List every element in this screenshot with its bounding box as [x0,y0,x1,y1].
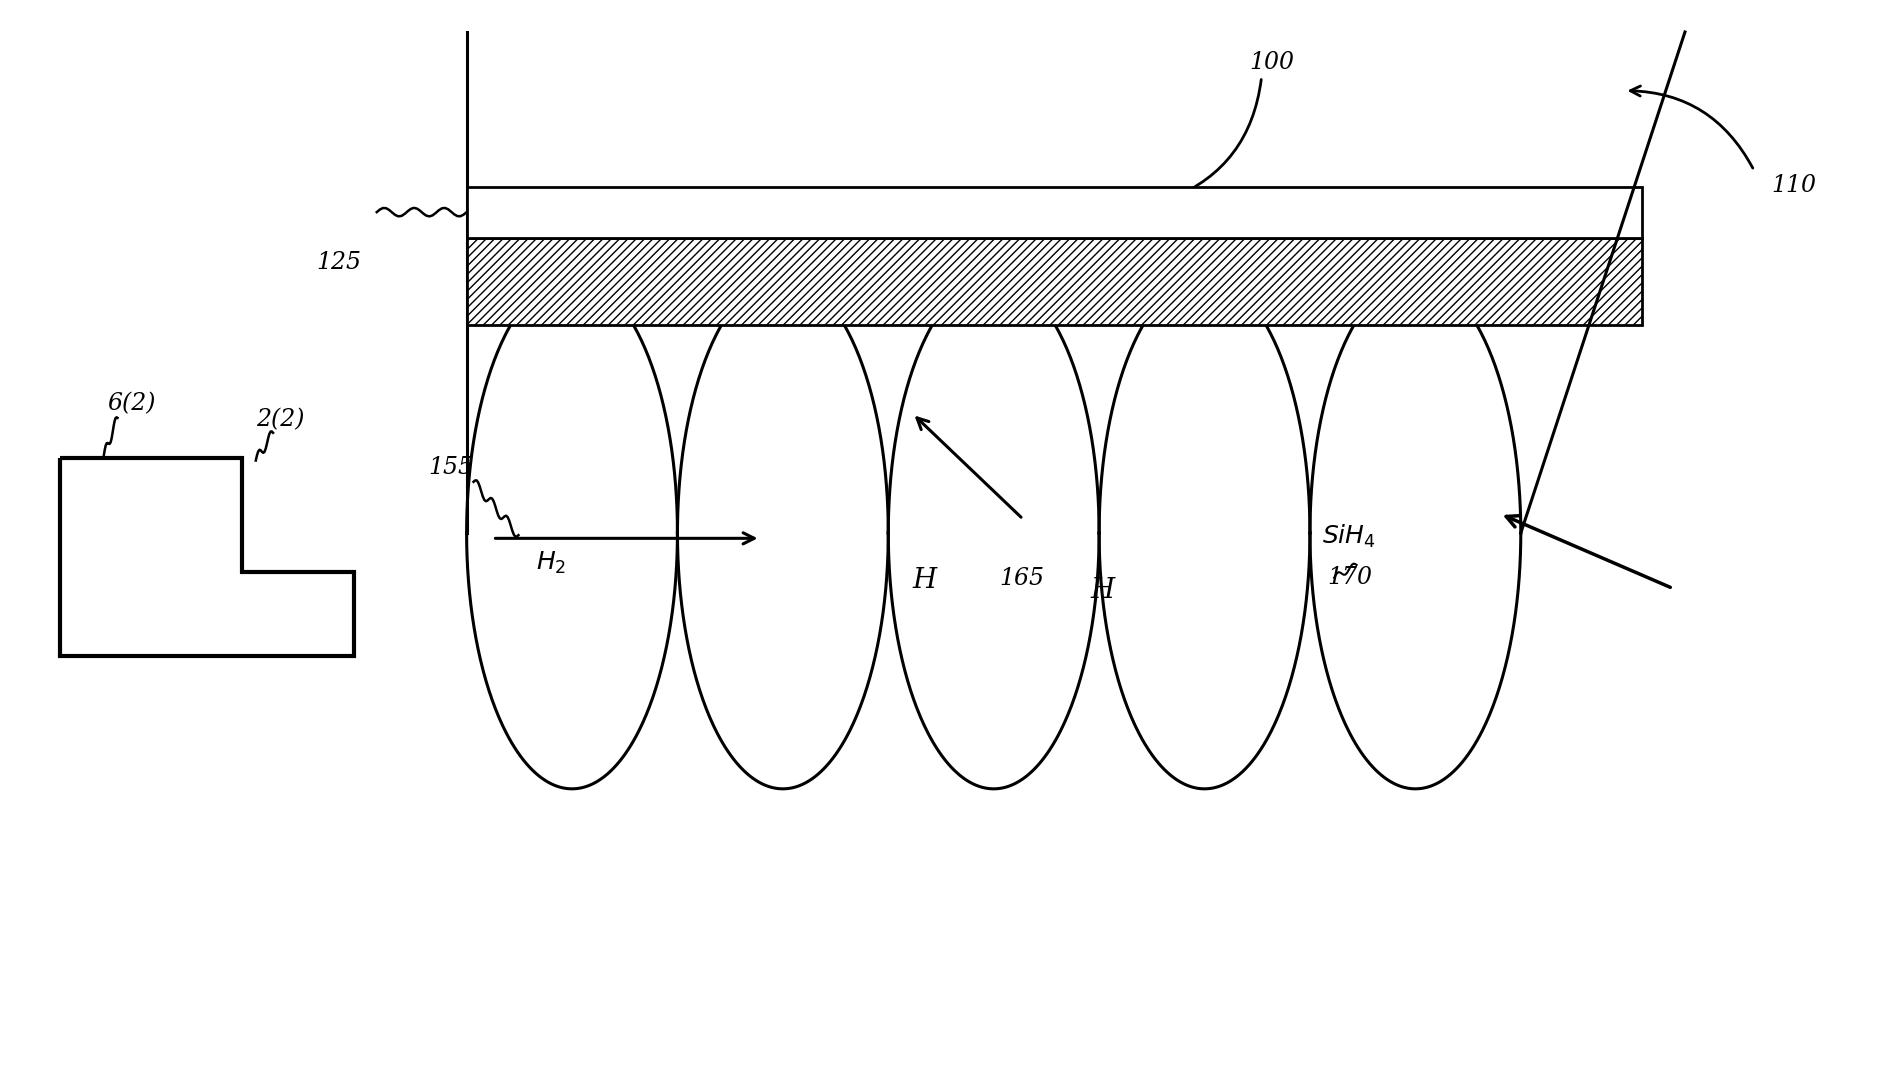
Bar [466,187,1642,238]
Text: $H_2$: $H_2$ [536,550,566,577]
Text: 2(2): 2(2) [257,408,304,432]
Bar [466,238,1642,325]
Text: H: H [912,567,937,595]
Text: $SiH_4$: $SiH_4$ [1321,522,1376,550]
Text: 6(2): 6(2) [106,392,156,416]
Text: 170: 170 [1327,566,1373,589]
Text: 110: 110 [1772,174,1815,197]
Text: 155: 155 [428,456,473,480]
Text: 165: 165 [998,567,1044,591]
Text: 100: 100 [1249,51,1295,75]
Text: H: H [1091,577,1114,604]
Text: 125: 125 [316,251,361,274]
